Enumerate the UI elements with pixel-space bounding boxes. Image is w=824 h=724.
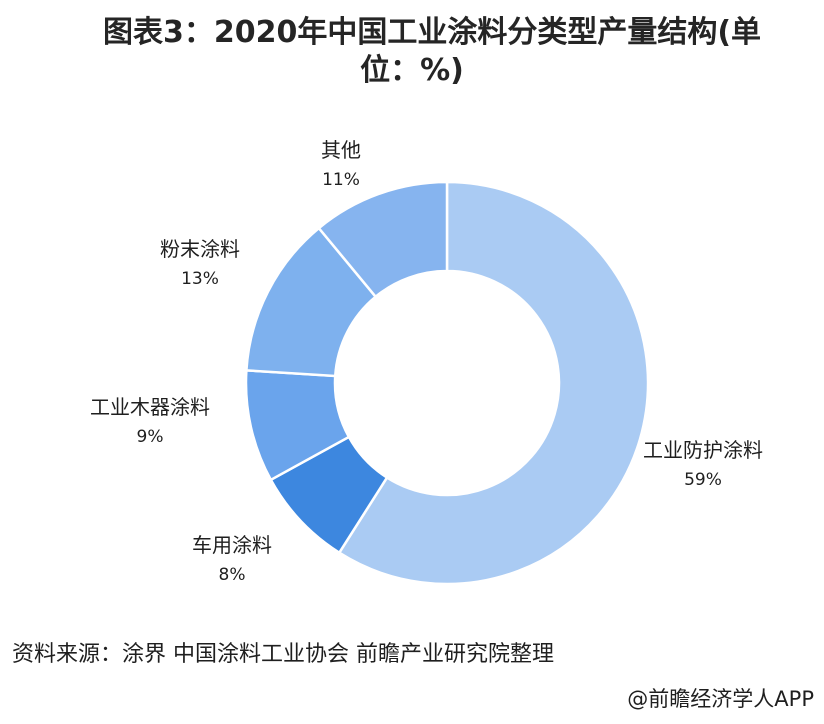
chart-title-line-2: 位：%) <box>360 53 464 88</box>
donut-slice-4 <box>317 180 449 299</box>
slice-label-0: 工业防护涂料 <box>643 438 763 462</box>
chart-title: 图表3：2020年中国工业涂料分类型产量结构(单 位：%) <box>0 14 824 90</box>
slice-value-1: 8% <box>219 565 246 585</box>
donut-slices <box>244 180 650 586</box>
source-note: 资料来源：涂界 中国涂料工业协会 前瞻产业研究院整理 <box>12 642 554 667</box>
slice-value-4: 11% <box>322 170 360 190</box>
slice-value-2: 9% <box>137 427 164 447</box>
donut-labels: 工业防护涂料 59% 车用涂料 8% 工业木器涂料 9% 粉末涂料 13% 其他 11% <box>90 138 763 585</box>
slice-value-3: 13% <box>181 269 219 289</box>
credit-note: @前瞻经济学人APP <box>627 687 814 711</box>
chart-title-line-1: 图表3：2020年中国工业涂料分类型产量结构(单 <box>102 15 762 50</box>
slice-label-2: 工业木器涂料 <box>90 395 210 419</box>
slice-label-1: 车用涂料 <box>192 533 272 557</box>
slice-label-3: 粉末涂料 <box>160 237 240 261</box>
slice-value-0: 59% <box>684 470 722 490</box>
slice-label-4: 其他 <box>321 138 361 162</box>
donut-slice-0 <box>337 180 650 586</box>
